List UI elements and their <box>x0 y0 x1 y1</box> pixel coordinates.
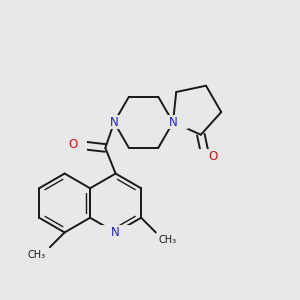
Text: N: N <box>169 116 177 129</box>
Text: N: N <box>110 116 118 129</box>
Text: O: O <box>208 150 218 163</box>
Text: CH₃: CH₃ <box>27 250 46 260</box>
Text: O: O <box>68 139 77 152</box>
Text: N: N <box>111 226 120 239</box>
Text: CH₃: CH₃ <box>159 236 177 245</box>
